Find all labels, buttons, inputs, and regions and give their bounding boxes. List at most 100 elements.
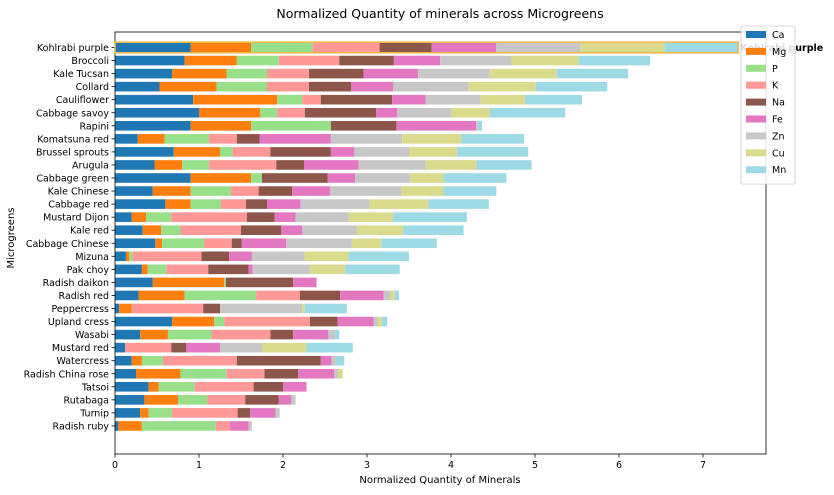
bar-segment [141, 264, 148, 275]
legend-swatch [746, 64, 766, 72]
bar-segment [480, 94, 525, 105]
bar-segment [115, 173, 191, 183]
bar-segment [248, 421, 252, 431]
bar-segment [115, 186, 153, 196]
bar-segment [136, 368, 181, 379]
bar-segment [172, 316, 215, 327]
bar-segment [251, 121, 331, 131]
bar-segment [154, 160, 183, 170]
x-tick-label: 3 [364, 460, 370, 471]
y-tick-label: Arugula [72, 160, 109, 171]
bar-segment [304, 251, 349, 262]
bar-segment [428, 199, 489, 209]
bar-segment [115, 382, 149, 392]
bar-segment [115, 355, 132, 366]
bar-segment [392, 94, 426, 105]
bar-segment [236, 134, 260, 144]
bar-segment [214, 316, 225, 327]
bar-segment [451, 107, 490, 118]
bar-segment [207, 395, 246, 405]
bar-segment [209, 134, 237, 144]
y-tick-label: Radish red [59, 291, 109, 302]
highlight-outline [114, 41, 740, 54]
plot-frame [114, 31, 767, 455]
bar-segment [246, 212, 275, 222]
y-tick-label: Pak choy [67, 265, 110, 276]
bar-segment [215, 421, 231, 431]
x-tick-label: 1 [196, 460, 202, 471]
legend-swatch [746, 98, 766, 106]
bar-segment [393, 55, 441, 66]
bar-segment [556, 68, 629, 79]
bar-segment [184, 55, 237, 66]
bar-segment [251, 173, 262, 183]
bar-segment [580, 42, 665, 53]
bar-segment [267, 68, 310, 79]
bar-segment [340, 290, 384, 301]
bar-segment [115, 421, 119, 431]
bar-segment [119, 303, 132, 314]
bar-segment [345, 264, 400, 275]
y-tick-label: Cauliflower [56, 95, 109, 106]
bar-segment [302, 225, 357, 235]
bar-segment [382, 316, 388, 327]
bar-segment [425, 94, 481, 105]
bar-segment [201, 251, 230, 262]
y-tick-label: Wasabi [75, 330, 109, 341]
bar-segment [236, 55, 279, 66]
bar-segment [286, 238, 352, 249]
bar-segment [418, 68, 490, 79]
bar-segment [664, 42, 739, 53]
bar-segment [274, 212, 296, 222]
y-tick-label: Kale red [70, 226, 109, 237]
bar-segment [402, 134, 462, 144]
bar-segment [148, 382, 159, 392]
bar-segment [173, 147, 220, 157]
bar-segment [115, 238, 156, 249]
bar-segment [309, 316, 338, 327]
bar-segment [535, 81, 608, 92]
bar-segment [251, 251, 305, 262]
y-tick-label: Turnip [79, 408, 109, 419]
bar-segment [304, 107, 377, 118]
bar-segment [118, 421, 142, 431]
bar-segment [578, 55, 651, 66]
bar-segment [115, 134, 138, 144]
bar-segment [115, 251, 126, 262]
y-tick-label: Mizuna [75, 252, 109, 263]
legend: Ca Mg PK Na Fe Zn Cu Mn [740, 25, 796, 185]
bar-segment [302, 303, 305, 314]
bar-segment [298, 368, 335, 379]
bar-segment [409, 173, 444, 183]
bar-segment [281, 225, 303, 235]
bar-segment [270, 147, 331, 157]
bar-segment [125, 342, 172, 353]
bar-segment [203, 303, 220, 314]
y-tick-label: Mustard Dijon [43, 213, 109, 224]
bar-segment [129, 251, 133, 262]
bar-segment [330, 134, 403, 144]
y-tick-label: Kohlrabi purple [37, 43, 109, 54]
x-tick-label: 6 [616, 460, 622, 471]
x-tick-label: 4 [448, 460, 454, 471]
y-tick-label: Watercress [56, 356, 109, 367]
bar-segment [267, 199, 301, 209]
bar-segment [204, 238, 232, 249]
bar-segment [477, 121, 483, 131]
legend-swatch [746, 132, 766, 140]
bar-segment [230, 421, 249, 431]
bar-segment [330, 147, 355, 157]
legend-swatch [746, 115, 766, 123]
bar-segment [171, 212, 247, 222]
bar-segment [381, 238, 437, 249]
bar-segment [260, 107, 278, 118]
bar-segment [393, 212, 467, 222]
bar-segment [171, 342, 187, 353]
bar-segment [140, 329, 168, 340]
bar-segment [275, 408, 280, 418]
bar-segment [431, 42, 497, 53]
bar-segment [496, 42, 581, 53]
bar-segment [208, 264, 249, 275]
legend-label: P [772, 64, 778, 75]
bar-segment [194, 382, 254, 392]
